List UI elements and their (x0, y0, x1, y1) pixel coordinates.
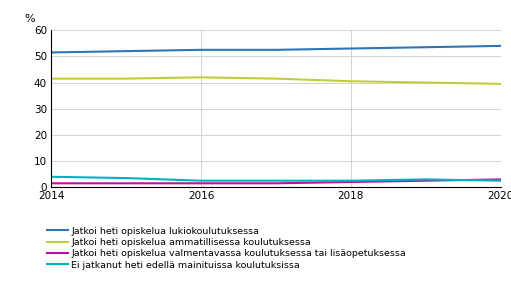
Jatkoi heti opiskelua lukiokoulutuksessa (348, 47, 354, 50)
Jatkoi heti opiskelua valmentavassa koulutuksessa tai lisäopetuksessa (423, 179, 429, 182)
Line: Jatkoi heti opiskelua lukiokoulutuksessa: Jatkoi heti opiskelua lukiokoulutuksessa (51, 46, 501, 53)
Legend: Jatkoi heti opiskelua lukiokoulutuksessa, Jatkoi heti opiskelua ammatillisessa k: Jatkoi heti opiskelua lukiokoulutuksessa… (47, 226, 406, 270)
Jatkoi heti opiskelua lukiokoulutuksessa (123, 49, 129, 53)
Jatkoi heti opiskelua lukiokoulutuksessa (498, 44, 504, 48)
Jatkoi heti opiskelua ammatillisessa koulutuksessa (423, 81, 429, 84)
Jatkoi heti opiskelua lukiokoulutuksessa (423, 45, 429, 49)
Jatkoi heti opiskelua ammatillisessa koulutuksessa (48, 77, 54, 80)
Jatkoi heti opiskelua lukiokoulutuksessa (273, 48, 279, 52)
Jatkoi heti opiskelua valmentavassa koulutuksessa tai lisäopetuksessa (123, 182, 129, 185)
Ei jatkanut heti edellä mainituissa koulutuksissa (498, 179, 504, 182)
Ei jatkanut heti edellä mainituissa koulutuksissa (198, 179, 204, 182)
Line: Jatkoi heti opiskelua valmentavassa koulutuksessa tai lisäopetuksessa: Jatkoi heti opiskelua valmentavassa koul… (51, 179, 501, 183)
Jatkoi heti opiskelua ammatillisessa koulutuksessa (198, 76, 204, 79)
Ei jatkanut heti edellä mainituissa koulutuksissa (348, 179, 354, 182)
Ei jatkanut heti edellä mainituissa koulutuksissa (423, 178, 429, 181)
Line: Ei jatkanut heti edellä mainituissa koulutuksissa: Ei jatkanut heti edellä mainituissa koul… (51, 177, 501, 181)
Jatkoi heti opiskelua valmentavassa koulutuksessa tai lisäopetuksessa (48, 182, 54, 185)
Jatkoi heti opiskelua valmentavassa koulutuksessa tai lisäopetuksessa (273, 182, 279, 185)
Jatkoi heti opiskelua lukiokoulutuksessa (48, 51, 54, 54)
Jatkoi heti opiskelua valmentavassa koulutuksessa tai lisäopetuksessa (498, 178, 504, 181)
Ei jatkanut heti edellä mainituissa koulutuksissa (123, 176, 129, 180)
Jatkoi heti opiskelua ammatillisessa koulutuksessa (273, 77, 279, 80)
Jatkoi heti opiskelua ammatillisessa koulutuksessa (348, 79, 354, 83)
Jatkoi heti opiskelua lukiokoulutuksessa (198, 48, 204, 52)
Line: Jatkoi heti opiskelua ammatillisessa koulutuksessa: Jatkoi heti opiskelua ammatillisessa kou… (51, 77, 501, 84)
Jatkoi heti opiskelua ammatillisessa koulutuksessa (123, 77, 129, 80)
Jatkoi heti opiskelua valmentavassa koulutuksessa tai lisäopetuksessa (348, 180, 354, 184)
Jatkoi heti opiskelua ammatillisessa koulutuksessa (498, 82, 504, 86)
Jatkoi heti opiskelua valmentavassa koulutuksessa tai lisäopetuksessa (198, 182, 204, 185)
Text: %: % (24, 14, 35, 24)
Ei jatkanut heti edellä mainituissa koulutuksissa (273, 179, 279, 182)
Ei jatkanut heti edellä mainituissa koulutuksissa (48, 175, 54, 178)
